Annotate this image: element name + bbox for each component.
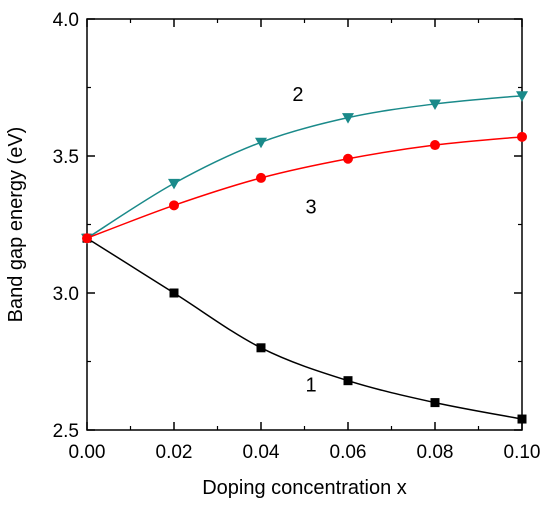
- y-tick-label: 2.5: [53, 421, 79, 442]
- axis-ticks: 0.00 0.02 0.04 0.06 0.08 0.10 2.5 3.0 3.5 4.0: [53, 10, 541, 463]
- data-point: [517, 131, 527, 142]
- x-tick-label: 0.10: [504, 442, 541, 463]
- data-point: [342, 113, 354, 124]
- data-point: [82, 233, 92, 244]
- x-tick-label: 0.06: [330, 442, 367, 463]
- data-point: [343, 376, 353, 386]
- data-point: [430, 398, 440, 408]
- series-3: [82, 131, 527, 244]
- plot-frame: [86, 18, 523, 431]
- series-labels: 1 2 3: [292, 84, 316, 396]
- x-tick-label: 0.08: [417, 442, 454, 463]
- y-axis-title: Band gap energy (eV): [5, 127, 27, 323]
- series-2-line: [86, 94, 523, 239]
- data-point: [343, 153, 353, 164]
- series-label-3: 3: [305, 197, 316, 219]
- data-point: [168, 178, 180, 190]
- y-tick-label: 3.5: [53, 147, 79, 168]
- series-label-2: 2: [292, 84, 303, 106]
- x-tick-label: 0.02: [156, 442, 193, 463]
- plot-area: [86, 18, 523, 431]
- y-tick-label: 3.0: [53, 284, 79, 305]
- series-label-1: 1: [305, 375, 316, 397]
- data-point: [169, 288, 179, 298]
- series-3-line: [86, 136, 523, 239]
- data-point: [256, 172, 266, 183]
- series-1-line: [86, 237, 523, 420]
- x-tick-label: 0.04: [243, 442, 280, 463]
- data-point: [517, 414, 527, 424]
- series-layer: [81, 91, 528, 424]
- y-tick-label: 4.0: [53, 10, 79, 31]
- x-tick-label: 0.00: [69, 442, 106, 463]
- data-point: [255, 137, 267, 149]
- x-axis-title: Doping concentration x: [202, 477, 407, 499]
- data-point: [169, 200, 179, 211]
- data-point: [429, 99, 441, 110]
- data-point: [256, 343, 266, 353]
- data-point: [516, 91, 528, 102]
- data-point: [430, 140, 440, 151]
